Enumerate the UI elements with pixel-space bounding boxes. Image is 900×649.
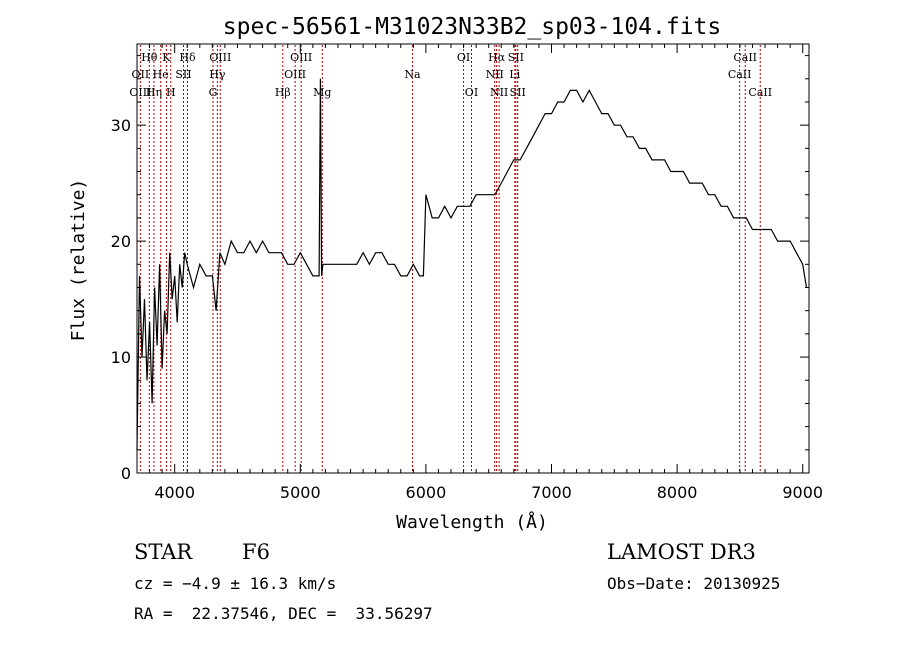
x-tick-label: 9000 bbox=[782, 483, 823, 502]
line-marker-label: SII bbox=[508, 51, 524, 64]
line-marker-label: OIII bbox=[129, 86, 151, 99]
line-marker-label: SII bbox=[175, 68, 191, 81]
line-marker-label: OI bbox=[465, 86, 478, 99]
line-marker-label: Hδ bbox=[179, 51, 196, 64]
line-marker-label: CaII bbox=[748, 86, 772, 99]
line-marker-label: He bbox=[153, 68, 169, 81]
x-axis: 4000 5000 6000 7000 8000 9000 bbox=[136, 44, 823, 502]
y-axis-label: Flux (relative) bbox=[68, 179, 89, 342]
x-tick-label: 5000 bbox=[280, 483, 321, 502]
y-tick-label: 30 bbox=[111, 116, 131, 135]
x-tick-label: 6000 bbox=[406, 483, 447, 502]
line-marker-label: Hα bbox=[488, 51, 506, 64]
line-marker-label: Hγ bbox=[209, 68, 226, 81]
line-marker-label: Mg bbox=[313, 86, 331, 99]
line-marker-label: CaII bbox=[733, 51, 757, 64]
line-marker-label: OI bbox=[457, 51, 470, 64]
x-tick-label: 8000 bbox=[657, 483, 698, 502]
x-tick-label: 7000 bbox=[531, 483, 572, 502]
redshift-velocity: cz = −4.9 ± 16.3 km/s bbox=[134, 574, 337, 593]
x-tick-label: 4000 bbox=[154, 483, 195, 502]
line-marker-label: OIII bbox=[284, 68, 306, 81]
y-tick-label: 10 bbox=[111, 348, 131, 367]
line-marker-label: H bbox=[166, 86, 176, 99]
line-marker-label: K bbox=[162, 51, 171, 64]
line-marker-label: Hβ bbox=[275, 86, 291, 99]
line-marker-label: Na bbox=[404, 68, 421, 81]
line-marker-label: G bbox=[209, 86, 218, 99]
line-marker-label: SII bbox=[510, 86, 526, 99]
line-marker-label: NII bbox=[486, 68, 504, 81]
y-tick-label: 0 bbox=[121, 464, 131, 483]
y-axis: 0 10 20 30 bbox=[111, 55, 809, 483]
line-marker-label: NII bbox=[490, 86, 508, 99]
coordinates: RA = 22.37546, DEC = 33.56297 bbox=[134, 604, 433, 623]
x-axis-label: Wavelength (Å) bbox=[396, 511, 548, 533]
line-marker-label: Hη bbox=[146, 86, 162, 99]
emission-line-labels: Hθ OII OIII K He Hη Hδ SII H OIII Hγ G OIII OIII Hβ Mg N… bbox=[129, 51, 772, 99]
emission-line-markers bbox=[139, 45, 761, 472]
survey-name: LAMOST DR3 bbox=[607, 540, 756, 564]
spectrum-line bbox=[136, 78, 808, 450]
line-marker-label: OIII bbox=[209, 51, 231, 64]
plot-frame bbox=[136, 43, 810, 474]
line-marker-label: Li bbox=[509, 68, 520, 81]
line-marker-label: Hθ bbox=[141, 51, 158, 64]
spectral-subclass: F6 bbox=[242, 540, 270, 564]
object-class: STAR bbox=[134, 540, 193, 564]
y-tick-label: 20 bbox=[111, 232, 131, 251]
line-marker-label: CaII bbox=[728, 68, 752, 81]
observation-date: Obs−Date: 20130925 bbox=[607, 574, 781, 593]
line-marker-label: OII bbox=[132, 68, 150, 81]
line-marker-label: OIII bbox=[290, 51, 312, 64]
chart-title: spec-56561-M31023N33B2_sp03-104.fits bbox=[223, 14, 722, 40]
